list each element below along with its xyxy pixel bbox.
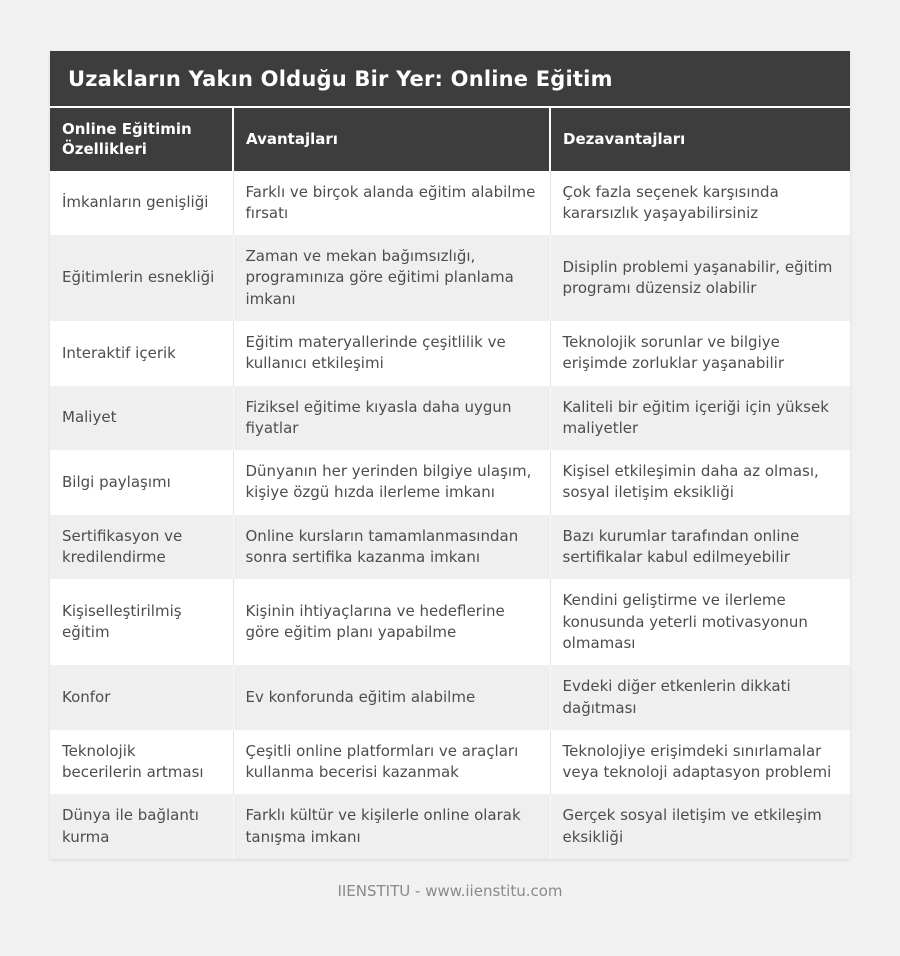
row-disadvantage-cell: Kişisel etkileşimin daha az olması, sosy… bbox=[549, 450, 850, 515]
table-row: Maliyet Fiziksel eğitime kıyasla daha uyg… bbox=[50, 385, 850, 451]
table-row: Bilgi paylaşımı Dünyanın her yerinden bil… bbox=[50, 450, 850, 515]
table-row: Interaktif içerik Eğitim materyallerinde … bbox=[50, 320, 850, 386]
row-advantage-cell: Farklı kültür ve kişilerle online olarak… bbox=[232, 794, 550, 860]
row-feature-cell: Kişiselleştirilmiş eğitim bbox=[62, 602, 182, 642]
row-disadvantage-cell: Kaliteli bir eğitim içeriği için yüksek … bbox=[549, 385, 850, 451]
table-row: Sertifikasyon ve kredilendirme Online kur… bbox=[50, 514, 850, 580]
row-disadvantage-cell: Evdeki diğer etkenlerin dikkati dağıtmas… bbox=[549, 665, 850, 730]
row-advantage-cell: Online kursların tamamlanmasından sonra … bbox=[232, 514, 550, 580]
comparison-table: Online Eğitimin Özellikleri Avantajları … bbox=[50, 108, 850, 860]
table-body: İmkanların genişliği Farklı ve birçok ala… bbox=[50, 170, 850, 860]
row-advantage-cell: Ev konforunda eğitim alabilme bbox=[232, 665, 550, 730]
table-row: Eğitimlerin esnekliği Zaman ve mekan bağı… bbox=[50, 235, 850, 321]
row-advantage-cell: Zaman ve mekan bağımsızlığı, programınız… bbox=[232, 235, 550, 321]
row-feature-cell: Konfor bbox=[50, 665, 233, 730]
row-disadvantage-cell: Teknolojik sorunlar ve bilgiye erişimde … bbox=[549, 320, 850, 386]
table-row: Kişiselleştirilmiş eğitim Kişinin ihtiyaç… bbox=[50, 579, 850, 666]
table-row: Konfor Ev konforunda eğitim alabilme Evdek… bbox=[50, 665, 850, 730]
row-disadvantage-cell: Teknolojiye erişimdeki sınırlamalar veya… bbox=[549, 729, 850, 795]
row-advantage-cell: Eğitim materyallerinde çeşitlilik ve kul… bbox=[232, 320, 550, 386]
row-advantage-cell: Farklı ve birçok alanda eğitim alabilme … bbox=[232, 170, 550, 236]
table-row: Teknolojik becerilerin artması Çeşitli on… bbox=[50, 729, 850, 795]
row-advantage-cell: Çeşitli online platformları ve araçları … bbox=[232, 729, 550, 795]
row-feature-cell: Maliyet bbox=[50, 385, 233, 451]
column-header-features: Online Eğitimin Özellikleri bbox=[50, 108, 233, 171]
row-feature-cell: Interaktif içerik bbox=[62, 343, 176, 362]
row-feature-cell: Teknolojik becerilerin artması bbox=[62, 741, 204, 782]
table-header-row: Online Eğitimin Özellikleri Avantajları … bbox=[50, 108, 850, 171]
row-disadvantage-cell: Kendini geliştirme ve ilerleme konusunda… bbox=[549, 579, 850, 666]
comparison-card: Uzakların Yakın Olduğu Bir Yer: Online E… bbox=[50, 51, 850, 860]
row-advantage-cell: Kişinin ihtiyaçlarına ve hedeflerine gör… bbox=[232, 579, 550, 666]
table-header: Online Eğitimin Özellikleri Avantajları … bbox=[50, 108, 850, 171]
page-title: Uzakların Yakın Olduğu Bir Yer: Online E… bbox=[50, 51, 850, 108]
table-row: İmkanların genişliği Farklı ve birçok ala… bbox=[50, 170, 850, 236]
row-disadvantage-cell: Gerçek sosyal iletişim ve etkileşim eksi… bbox=[549, 794, 850, 860]
row-feature-cell: Sertifikasyon ve kredilendirme bbox=[50, 514, 233, 580]
row-feature-cell: Eğitimlerin esnekliği bbox=[50, 235, 233, 321]
row-disadvantage-cell: Disiplin problemi yaşanabilir, eğitim pr… bbox=[549, 235, 850, 321]
row-feature-cell: Dünya ile bağlantı kurma bbox=[50, 794, 233, 860]
row-disadvantage-cell: Bazı kurumlar tarafından online sertifik… bbox=[549, 514, 850, 580]
column-header-disadvantages: Dezavantajları bbox=[549, 108, 850, 171]
column-header-advantages: Avantajları bbox=[232, 108, 550, 171]
row-disadvantage-cell: Çok fazla seçenek karşısında kararsızlık… bbox=[549, 170, 850, 236]
row-advantage-cell: Dünyanın her yerinden bilgiye ulaşım, ki… bbox=[232, 450, 550, 515]
row-feature-cell: İmkanların genişliği bbox=[62, 193, 209, 212]
row-advantage-cell: Fiziksel eğitime kıyasla daha uygun fiya… bbox=[232, 385, 550, 451]
row-feature-cell: Bilgi paylaşımı bbox=[62, 472, 171, 491]
footer-credit: IIENSTITU - www.iienstitu.com bbox=[337, 882, 563, 901]
table-row: Dünya ile bağlantı kurma Farklı kültür ve… bbox=[50, 794, 850, 860]
